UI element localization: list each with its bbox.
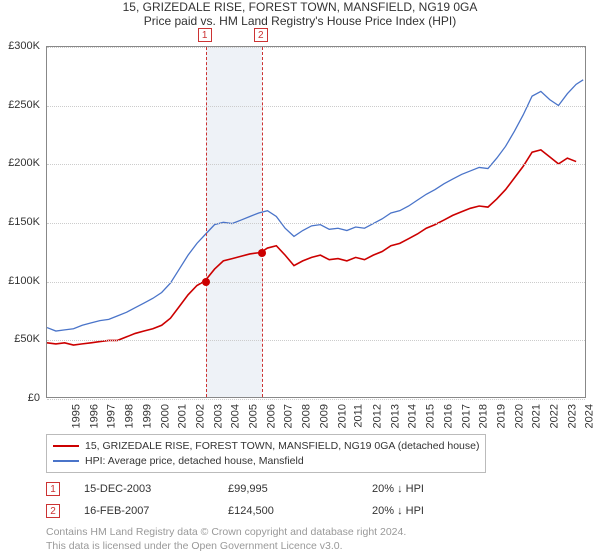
event-price: £99,995 — [228, 483, 348, 495]
x-axis-label: 2006 — [265, 404, 277, 428]
x-axis-label: 2004 — [230, 404, 242, 428]
y-axis-label: £300K — [2, 40, 40, 52]
y-axis-label: £50K — [2, 333, 40, 345]
x-axis-label: 2010 — [336, 404, 348, 428]
x-axis-label: 2024 — [584, 404, 596, 428]
x-axis-label: 2000 — [159, 404, 171, 428]
x-axis-label: 2003 — [212, 404, 224, 428]
gridline — [47, 282, 585, 283]
x-axis-label: 2013 — [389, 404, 401, 428]
x-axis-label: 2019 — [495, 404, 507, 428]
x-axis-label: 2014 — [407, 404, 419, 428]
chart-subtitle: Price paid vs. HM Land Registry's House … — [0, 14, 600, 28]
series-price_paid — [47, 150, 576, 345]
gridline — [47, 340, 585, 341]
x-axis-label: 2008 — [301, 404, 313, 428]
legend-label: 15, GRIZEDALE RISE, FOREST TOWN, MANSFIE… — [85, 439, 479, 454]
marker-line — [262, 47, 263, 397]
event-badge: 1 — [46, 482, 60, 496]
footnote-line1: Contains HM Land Registry data © Crown c… — [46, 526, 406, 540]
gridline — [47, 399, 585, 400]
gridline — [47, 164, 585, 165]
x-axis-label: 2017 — [460, 404, 472, 428]
x-axis-label: 2016 — [442, 404, 454, 428]
marker-badge: 2 — [254, 28, 268, 42]
footnote-line2: This data is licensed under the Open Gov… — [46, 540, 406, 554]
x-axis-label: 2005 — [248, 404, 260, 428]
x-axis-label: 2002 — [194, 404, 206, 428]
legend-item: HPI: Average price, detached house, Mans… — [53, 454, 479, 469]
event-price: £124,500 — [228, 505, 348, 517]
y-axis-label: £100K — [2, 275, 40, 287]
legend-label: HPI: Average price, detached house, Mans… — [85, 454, 304, 469]
x-axis-label: 2009 — [318, 404, 330, 428]
x-axis-label: 2022 — [549, 404, 561, 428]
price-dot — [258, 249, 266, 257]
x-axis-label: 2012 — [371, 404, 383, 428]
chart-plot-area — [46, 46, 586, 398]
x-axis-label: 1998 — [124, 404, 136, 428]
price-dot — [202, 278, 210, 286]
marker-line — [206, 47, 207, 397]
event-table: 1 15-DEC-2003 £99,995 20% ↓ HPI 2 16-FEB-2007… — [46, 478, 492, 522]
event-badge: 2 — [46, 504, 60, 518]
event-date: 15-DEC-2003 — [84, 483, 204, 495]
x-axis-label: 2007 — [283, 404, 295, 428]
gridline — [47, 47, 585, 48]
x-axis-label: 2021 — [531, 404, 543, 428]
x-axis-label: 2015 — [425, 404, 437, 428]
legend-swatch — [53, 445, 79, 447]
marker-badge: 1 — [198, 28, 212, 42]
y-axis-label: £0 — [2, 392, 40, 404]
y-axis-label: £150K — [2, 216, 40, 228]
chart-title: 15, GRIZEDALE RISE, FOREST TOWN, MANSFIE… — [0, 0, 600, 14]
event-row: 2 16-FEB-2007 £124,500 20% ↓ HPI — [46, 500, 492, 522]
x-axis-label: 1997 — [106, 404, 118, 428]
legend: 15, GRIZEDALE RISE, FOREST TOWN, MANSFIE… — [46, 434, 486, 473]
x-axis-label: 1996 — [88, 404, 100, 428]
y-axis-label: £250K — [2, 99, 40, 111]
x-axis-label: 2018 — [478, 404, 490, 428]
x-axis-label: 2011 — [353, 404, 365, 428]
event-row: 1 15-DEC-2003 £99,995 20% ↓ HPI — [46, 478, 492, 500]
footnote: Contains HM Land Registry data © Crown c… — [46, 526, 406, 553]
event-diff: 20% ↓ HPI — [372, 505, 492, 517]
gridline — [47, 106, 585, 107]
series-hpi — [47, 80, 583, 331]
x-axis-label: 2023 — [566, 404, 578, 428]
y-axis-label: £200K — [2, 157, 40, 169]
x-axis-label: 1999 — [141, 404, 153, 428]
event-date: 16-FEB-2007 — [84, 505, 204, 517]
x-axis-label: 2001 — [177, 404, 189, 428]
gridline — [47, 223, 585, 224]
x-axis-label: 1995 — [70, 404, 82, 428]
event-diff: 20% ↓ HPI — [372, 483, 492, 495]
legend-swatch — [53, 460, 79, 462]
x-axis-label: 2020 — [513, 404, 525, 428]
legend-item: 15, GRIZEDALE RISE, FOREST TOWN, MANSFIE… — [53, 439, 479, 454]
